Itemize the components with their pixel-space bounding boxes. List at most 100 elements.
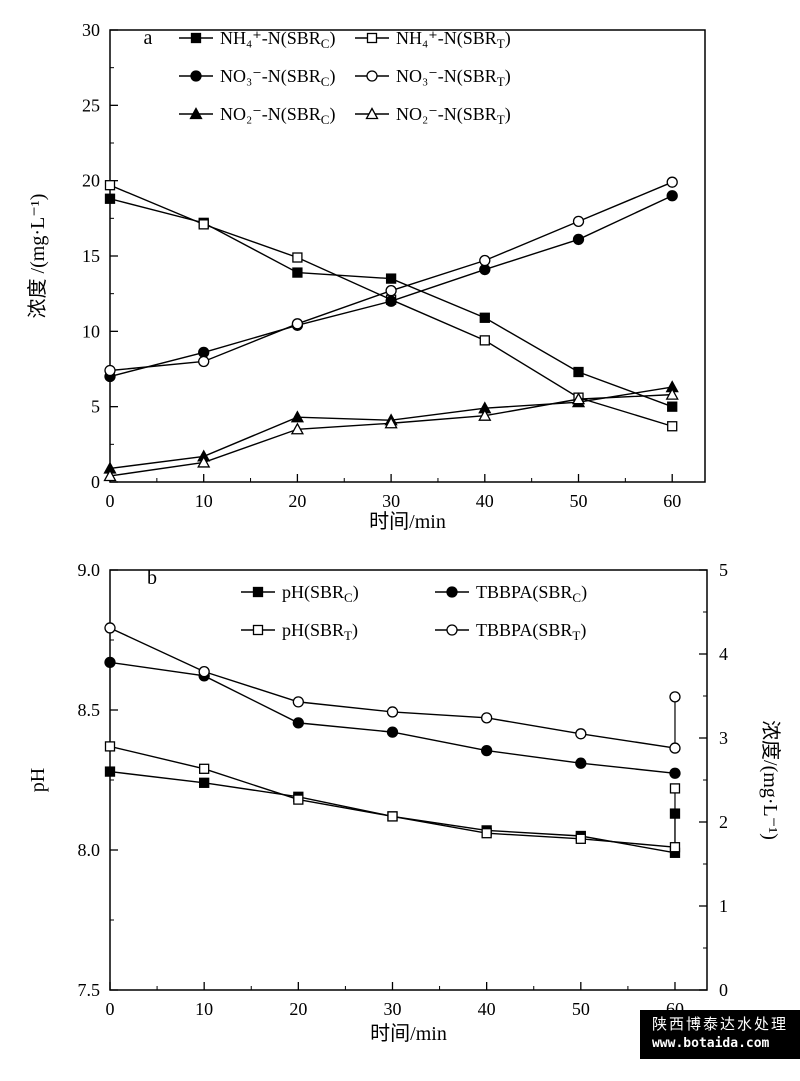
legend-label: NO₂⁻-N(SBRC)	[220, 104, 335, 127]
y-tick-label: 0	[91, 472, 100, 492]
x-tick-label: 0	[106, 999, 115, 1019]
watermark-url: www.botaida.com	[651, 1036, 770, 1052]
legend-label: NO₃⁻-N(SBRT)	[396, 66, 511, 89]
square-marker	[479, 335, 490, 346]
square-marker	[667, 401, 678, 412]
circle-marker	[666, 190, 678, 202]
circle-marker	[385, 285, 397, 297]
legend-label: NO₂⁻-N(SBRT)	[396, 104, 511, 127]
circle-marker	[481, 712, 493, 724]
y2-tick-label: 4	[719, 644, 728, 664]
series-line	[109, 661, 676, 774]
series-b-1	[104, 741, 681, 853]
series-line	[109, 393, 673, 477]
square-marker	[292, 267, 303, 278]
y2-tick-label: 1	[719, 896, 728, 916]
circle-marker	[104, 656, 116, 669]
x-axis-label: 时间/min	[369, 510, 446, 533]
x-tick-label: 40	[478, 999, 496, 1019]
circle-marker	[446, 586, 458, 598]
triangle-marker	[197, 455, 211, 468]
legend-label: TBBPA(SBRT)	[476, 620, 586, 643]
circle-marker	[292, 696, 304, 708]
triangle-marker	[665, 387, 679, 400]
square-marker	[104, 193, 116, 204]
circle-marker	[575, 757, 587, 769]
triangle-marker	[189, 107, 203, 120]
square-marker	[198, 219, 209, 230]
circle-marker	[386, 706, 399, 718]
circle-marker	[669, 742, 681, 754]
circle-marker	[572, 233, 585, 246]
y2-tick-label: 3	[719, 728, 728, 748]
series-a-5	[103, 387, 679, 482]
square-marker	[667, 421, 678, 432]
x-tick-label: 10	[195, 491, 213, 511]
triangle-marker	[103, 469, 117, 482]
y-tick-label: 7.5	[78, 980, 101, 1000]
x-tick-label: 10	[195, 999, 213, 1019]
triangle-marker	[384, 416, 398, 429]
y2-axis-label: 浓度/(mg·L⁻¹)	[759, 720, 782, 840]
square-marker	[385, 273, 397, 284]
y-tick-label: 8.5	[78, 700, 101, 720]
square-marker	[669, 842, 681, 853]
triangle-marker	[290, 422, 305, 435]
square-marker	[104, 180, 116, 191]
circle-marker	[104, 622, 116, 634]
y2-tick-label: 2	[719, 812, 728, 832]
square-marker	[199, 777, 210, 788]
square-marker	[252, 586, 264, 598]
circle-marker	[666, 176, 678, 188]
square-marker	[292, 252, 303, 263]
square-marker	[366, 32, 378, 44]
y-tick-label: 20	[82, 171, 100, 191]
x-tick-label: 50	[572, 999, 590, 1019]
legend-label: NH₄⁺-N(SBRT)	[396, 28, 511, 51]
circle-marker	[104, 364, 116, 377]
circle-marker	[481, 744, 493, 757]
square-marker	[669, 783, 681, 794]
y2-tick-label: 5	[719, 560, 728, 580]
square-marker	[481, 828, 492, 839]
axis-frame	[109, 29, 706, 483]
watermark: 陕西博泰达水处理 www.botaida.com	[639, 1010, 800, 1059]
y-tick-label: 25	[82, 95, 100, 115]
triangle-marker	[478, 408, 492, 421]
x-tick-label: 0	[106, 491, 115, 511]
x-tick-label: 30	[383, 999, 401, 1019]
circle-marker	[198, 665, 210, 678]
square-marker	[479, 312, 490, 323]
series-a-3	[104, 176, 678, 377]
square-marker	[104, 741, 116, 752]
series-line	[109, 745, 676, 848]
circle-marker	[190, 70, 202, 82]
legend-a: NH₄⁺-N(SBRC) NH₄⁺-N(SBRT) NO₃⁻-N(SBRC) NO₃⁻…	[179, 28, 511, 127]
legend-label: NO₃⁻-N(SBRC)	[220, 66, 335, 89]
x-tick-label: 20	[288, 491, 306, 511]
square-marker	[575, 833, 586, 844]
circle-marker	[669, 767, 681, 779]
y-tick-label: 15	[82, 246, 100, 266]
circle-marker	[479, 254, 491, 267]
triangle-marker	[290, 410, 305, 423]
circle-marker	[366, 70, 378, 82]
triangle-marker	[571, 392, 586, 405]
series-b-2	[104, 656, 681, 779]
triangle-marker	[365, 107, 379, 120]
x-tick-label: 50	[570, 491, 588, 511]
square-marker	[252, 624, 264, 636]
y-tick-label: 8.0	[78, 840, 101, 860]
watermark-company: 陕西博泰达水处理	[651, 1016, 788, 1034]
square-marker	[104, 766, 116, 777]
x-tick-label: 30	[382, 491, 400, 511]
square-marker	[199, 763, 210, 774]
x-axis-label: 时间/min	[370, 1022, 447, 1045]
y-tick-label: 5	[91, 397, 100, 417]
y2-tick-label: 0	[719, 980, 728, 1000]
circle-marker	[446, 624, 458, 636]
x-tick-label: 60	[663, 491, 681, 511]
